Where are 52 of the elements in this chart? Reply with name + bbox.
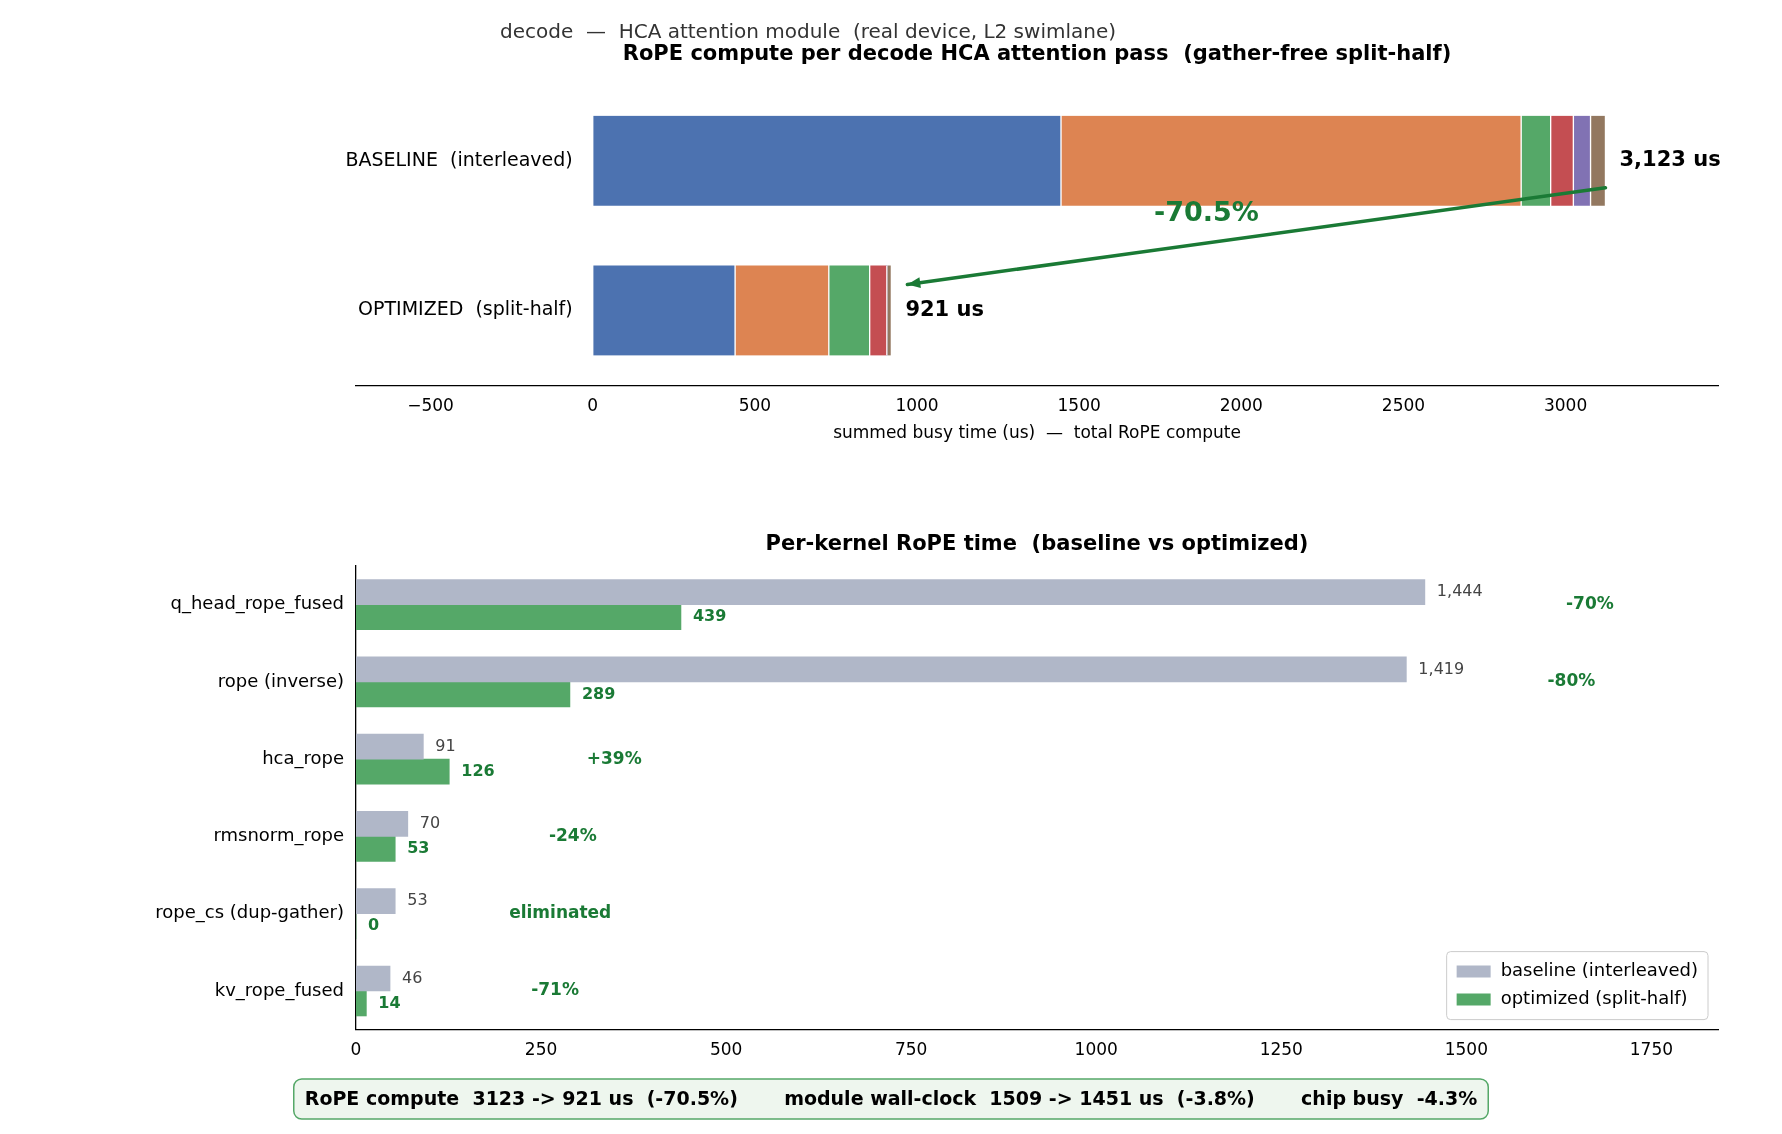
x-tick-label: 0: [350, 1039, 362, 1060]
data-label: 0: [368, 915, 380, 935]
data-label: 14: [378, 992, 401, 1012]
data-label: 53: [407, 890, 428, 910]
data-label: 46: [402, 967, 423, 987]
x-tick-label: 1750: [1629, 1039, 1674, 1060]
x-tick-label: 1000: [1074, 1039, 1118, 1060]
data-label: 1,419: [1418, 658, 1465, 678]
data-label: 91: [435, 735, 456, 755]
x-tick-label: 750: [894, 1039, 928, 1060]
chart-title: RoPE compute per decode HCA attention pass (gather-free split-half): [622, 41, 1452, 66]
annotation: -70.5%: [1153, 196, 1259, 228]
chart-subtitle: decode — HCA attention module (real device, L2 swimlane): [499, 19, 1117, 44]
annotation: -24%: [548, 824, 597, 845]
chart-title: Per-kernel RoPE time (baseline vs optimized): [765, 531, 1309, 556]
x-tick-label: 500: [709, 1039, 743, 1060]
data-label: 289: [581, 683, 616, 703]
data-label: 126: [461, 760, 495, 780]
total-label: 921 us: [905, 296, 985, 321]
data-label: 53: [407, 838, 430, 858]
annotation: -70%: [1566, 593, 1614, 614]
data-label: 439: [692, 606, 727, 626]
text: RoPE compute 3123 -> 921 us (-70.5%) module wall-clock 1509 -> 1451 us (-3.8%) chip busy -4.3%: [304, 1086, 1478, 1109]
y-tick-label: OPTIMIZED (split-half): [358, 297, 573, 320]
annotation: -80%: [1547, 670, 1596, 691]
y-tick-label: BASELINE (interleaved): [345, 147, 573, 170]
legend-label: baseline (interleaved): [1500, 959, 1698, 981]
legend-label: optimized (split-half): [1500, 987, 1688, 1009]
y-tick-label: hca_rope: [262, 746, 344, 769]
x-axis-title: summed busy time (us) — total RoPE compute: [833, 422, 1241, 443]
total-label: 3,123 us: [1619, 147, 1721, 172]
data-label: 1,444: [1436, 581, 1483, 601]
data-label: 70: [419, 813, 441, 833]
x-tick-label: 500: [738, 394, 772, 415]
annotation: -71%: [531, 979, 579, 1000]
y-tick-label: kv_rope_fused: [214, 978, 344, 1001]
x-tick-label: 1500: [1444, 1039, 1488, 1060]
y-tick-label: rmsnorm_rope: [213, 824, 344, 847]
x-tick-label: 250: [524, 1039, 558, 1060]
x-tick-label: 1500: [1057, 394, 1101, 415]
annotation: +39%: [586, 747, 642, 768]
y-tick-label: rope_cs (dup-gather): [155, 901, 344, 924]
y-tick-label: rope (inverse): [217, 669, 344, 691]
x-tick-label: 1000: [895, 394, 939, 415]
x-tick-label: 2000: [1219, 394, 1263, 415]
x-tick-label: −500: [407, 394, 454, 415]
y-tick-label: q_head_rope_fused: [170, 592, 344, 615]
x-tick-label: 3000: [1543, 394, 1588, 415]
x-tick-label: 2500: [1381, 394, 1426, 415]
x-tick-label: 1250: [1259, 1039, 1303, 1060]
annotation: eliminated: [509, 902, 612, 923]
x-tick-label: 0: [587, 394, 599, 415]
